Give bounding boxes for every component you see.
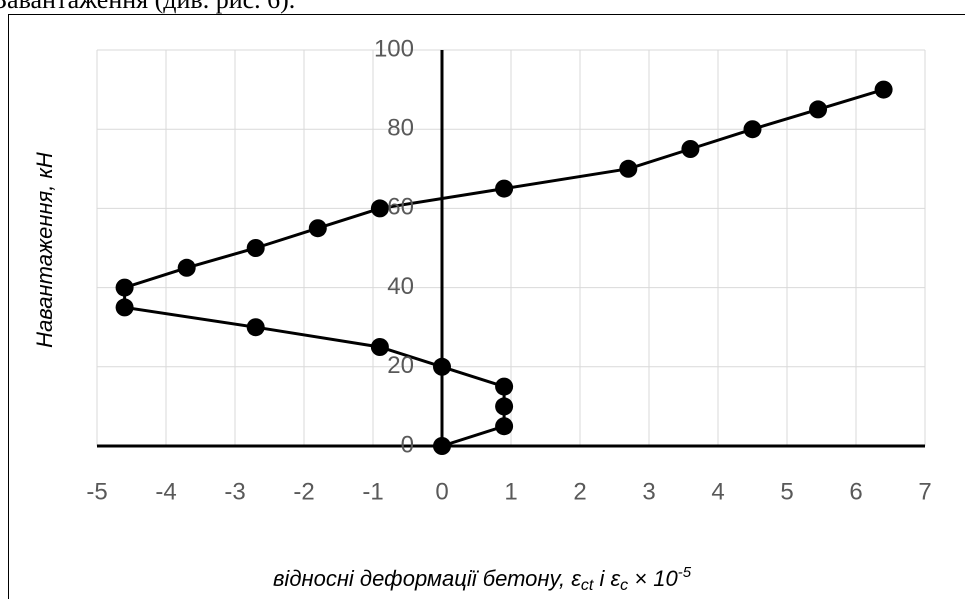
data-point	[370, 338, 389, 356]
data-point	[743, 120, 762, 139]
x-axis-title-part: ct	[581, 577, 594, 594]
x-axis-title-part: відносні деформації бетону, ε	[273, 566, 581, 591]
x-axis-title-part: c	[620, 577, 628, 594]
x-axis-title: відносні деформації бетону, εct і εc × 1…	[273, 564, 692, 594]
data-point	[495, 397, 514, 416]
x-tick-label: 2	[573, 478, 586, 505]
y-tick-label: 80	[387, 115, 414, 142]
labels: -5 -4 -3 -2 -1 0 1 2 3 4 5 6 7 0 20 40 60 80 100	[86, 35, 931, 505]
y-tick-label: 20	[387, 352, 414, 379]
x-axis-title-part: -5	[678, 564, 692, 581]
x-tick-label: 5	[780, 478, 793, 505]
data-point	[308, 219, 327, 238]
x-tick-label: 1	[504, 478, 517, 505]
data-point	[115, 298, 134, 317]
data-point	[681, 140, 700, 158]
x-tick-label: -4	[155, 478, 176, 505]
data-point	[619, 159, 638, 178]
x-tick-label: -2	[293, 478, 314, 505]
x-tick-label: 4	[711, 478, 724, 505]
x-tick-label: 0	[435, 478, 448, 505]
data-point	[495, 179, 514, 198]
data-point	[433, 357, 451, 376]
chart-border	[8, 14, 965, 599]
y-axis-title: Навантаження, кН	[32, 152, 57, 348]
x-tick-label: 7	[918, 478, 931, 505]
y-tick-label: 60	[387, 194, 414, 221]
caption: Завантаження (див. рис. 6).	[0, 0, 295, 14]
data-point	[495, 417, 514, 436]
x-axis-title-part: × 10	[628, 566, 678, 591]
y-tick-label: 0	[401, 431, 414, 458]
x-tick-label: 3	[642, 478, 655, 505]
data-point	[246, 318, 265, 337]
data-point	[246, 239, 265, 257]
x-tick-label: -5	[86, 478, 107, 505]
y-tick-label: 100	[374, 35, 414, 62]
x-tick-label: -3	[224, 478, 245, 505]
data-point	[177, 258, 196, 277]
x-tick-label: 6	[849, 478, 862, 505]
axes	[97, 50, 925, 448]
data-point	[809, 100, 828, 119]
data-point	[115, 278, 134, 297]
data-point	[370, 199, 389, 218]
y-tick-label: 40	[387, 273, 414, 300]
x-tick-label: -1	[362, 478, 383, 505]
data-point	[433, 437, 451, 455]
data-point	[874, 80, 893, 99]
x-axis-title-part: і ε	[593, 566, 620, 591]
marks	[115, 80, 893, 455]
data-point	[495, 377, 514, 396]
